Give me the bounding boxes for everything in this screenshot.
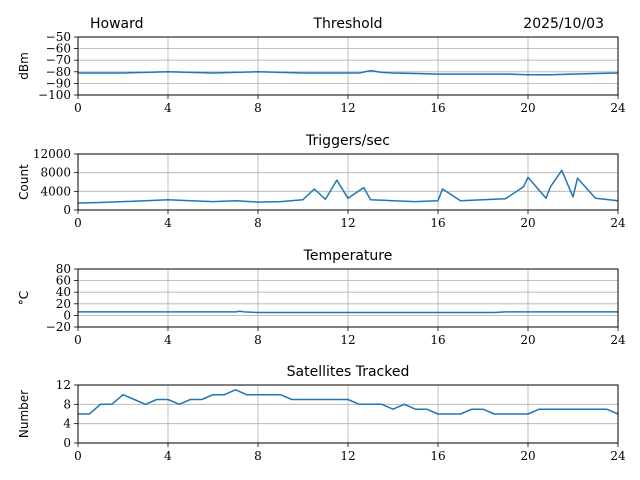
plots: 0 4 8 12 16 20 24 −100−90−80−70−60−50 Threshold d… bbox=[17, 16, 626, 463]
x-tick-label: 12 bbox=[340, 449, 355, 463]
subplot-title: Triggers/sec bbox=[305, 133, 390, 149]
x-tick-label: 0 bbox=[74, 449, 82, 463]
y-axis-label: dBm bbox=[17, 52, 31, 80]
x-tick-label: 8 bbox=[254, 449, 262, 463]
y-tick-label: −70 bbox=[46, 53, 71, 67]
y-tick-label: −50 bbox=[46, 30, 71, 44]
x-tick-label: 0 bbox=[74, 101, 82, 115]
x-tick-label: 24 bbox=[610, 216, 626, 230]
y-tick-label: −20 bbox=[46, 320, 71, 334]
x-tick-label: 4 bbox=[164, 449, 172, 463]
y-axis-label: Number bbox=[17, 390, 31, 438]
y-tick-label: 12000 bbox=[33, 147, 71, 161]
station-name: Howard bbox=[90, 16, 144, 32]
y-tick-label: 4000 bbox=[40, 184, 71, 198]
series-line-1 bbox=[78, 389, 619, 415]
x-tick-label: 20 bbox=[520, 216, 535, 230]
y-tick-label: 8000 bbox=[40, 166, 71, 180]
y-tick-label: −80 bbox=[46, 65, 71, 79]
x-tick-label: 12 bbox=[340, 333, 355, 347]
y-tick-label: 12 bbox=[56, 378, 71, 392]
y-axis-label: Count bbox=[17, 164, 31, 200]
x-tick-label: 16 bbox=[430, 333, 445, 347]
y-tick-label: −60 bbox=[46, 42, 71, 56]
y-tick-label: 0 bbox=[63, 436, 71, 450]
x-tick-label: 8 bbox=[254, 101, 262, 115]
x-tick-label: 12 bbox=[340, 216, 355, 230]
date-label: 2025/10/03 bbox=[523, 16, 604, 32]
series-line-1 bbox=[78, 310, 618, 314]
x-tick-label: 20 bbox=[520, 333, 535, 347]
x-tick-label: 4 bbox=[164, 333, 172, 347]
subplot-title: Satellites Tracked bbox=[287, 364, 410, 380]
y-tick-label: 0 bbox=[63, 203, 71, 217]
subplot-1: 0 4 8 12 16 20 24 −100−90−80−70−60−50 Threshold d… bbox=[17, 16, 626, 115]
x-tick-label: 20 bbox=[520, 101, 535, 115]
x-tick-label: 12 bbox=[340, 101, 355, 115]
subplot-title: Threshold bbox=[313, 16, 383, 32]
y-tick-label: 40 bbox=[56, 285, 71, 299]
x-tick-label: 8 bbox=[254, 333, 262, 347]
y-axis-label: °C bbox=[17, 291, 31, 305]
x-tick-label: 4 bbox=[164, 101, 172, 115]
subplot-title: Temperature bbox=[303, 248, 393, 264]
subplot-2: 0 4 8 12 16 20 24 0 4000 8000 12000 Triggers/sec Cou… bbox=[17, 133, 626, 230]
x-tick-label: 24 bbox=[610, 449, 626, 463]
y-tick-label: 80 bbox=[56, 262, 71, 276]
subplot-4: 0 4 8 12 16 20 24 0 4 8 12 Satellites Tracked Number bbox=[17, 364, 626, 463]
x-tick-label: 24 bbox=[610, 101, 626, 115]
x-tick-label: 0 bbox=[74, 333, 82, 347]
y-tick-label: 20 bbox=[56, 297, 71, 311]
y-tick-label: 4 bbox=[63, 417, 71, 431]
y-tick-label: 8 bbox=[63, 397, 71, 411]
x-tick-label: 16 bbox=[430, 101, 445, 115]
x-tick-label: 16 bbox=[430, 449, 445, 463]
y-tick-label: 0 bbox=[63, 308, 71, 322]
x-tick-label: 20 bbox=[520, 449, 535, 463]
series-line-1 bbox=[78, 69, 619, 76]
x-tick-label: 0 bbox=[74, 216, 82, 230]
x-tick-label: 4 bbox=[164, 216, 172, 230]
x-tick-label: 16 bbox=[430, 216, 445, 230]
x-tick-label: 8 bbox=[254, 216, 262, 230]
y-tick-label: −100 bbox=[38, 88, 71, 102]
x-tick-label: 24 bbox=[610, 333, 626, 347]
y-tick-label: −90 bbox=[46, 76, 71, 90]
series-line-1 bbox=[77, 169, 619, 204]
y-tick-label: 60 bbox=[56, 274, 71, 288]
